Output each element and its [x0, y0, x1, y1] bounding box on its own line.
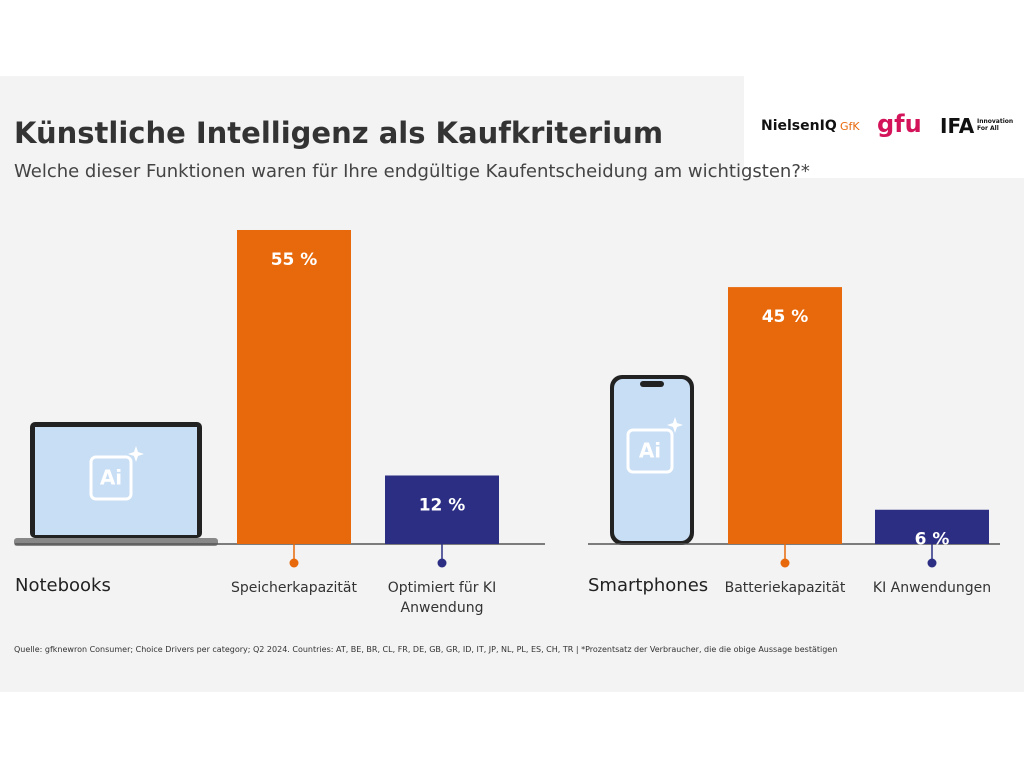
- panel: [0, 76, 1024, 692]
- marker-dot: [927, 558, 937, 568]
- icon-text: Ai: [100, 466, 122, 490]
- logo: IFA: [940, 114, 975, 138]
- marker-dot: [780, 558, 790, 568]
- value-label: 6 %: [915, 530, 950, 550]
- logo: gfu: [877, 110, 922, 138]
- laptop-icon: Ai: [14, 422, 218, 546]
- phone-icon: Ai: [610, 375, 694, 545]
- bar: [237, 230, 351, 544]
- x-tick-label: Speicherkapazität: [231, 580, 357, 596]
- bar: [875, 509, 989, 544]
- bar: [728, 287, 842, 544]
- marker-dot: [289, 558, 299, 568]
- icon-text: Ai: [639, 439, 661, 463]
- x-tick-label: Batteriekapazität: [724, 580, 846, 596]
- marker-dot: [437, 558, 447, 568]
- x-tick-label: Optimiert für KI Anwendung: [387, 580, 497, 616]
- logo: Innovation For All: [977, 118, 1014, 132]
- group-label: Notebooks: [15, 575, 111, 596]
- logo: GfK: [840, 120, 860, 133]
- source: Quelle: gfknewron Consumer; Choice Drive…: [14, 645, 838, 654]
- bar: [385, 475, 499, 544]
- group-label: Smartphones: [588, 575, 709, 596]
- x-tick-label: KI Anwendungen: [872, 580, 992, 596]
- subtitle: Welche dieser Funktionen waren für Ihre …: [14, 161, 810, 182]
- value-label: 55 %: [271, 250, 318, 270]
- title: Künstliche Intelligenz als Kaufkriterium: [14, 116, 664, 150]
- logo: NielsenIQ: [761, 118, 837, 134]
- logo-box: NielsenIQ GfK gfu IFA Innovation For All: [744, 76, 1024, 178]
- value-label: 12 %: [419, 495, 466, 515]
- value-label: 45 %: [762, 307, 809, 327]
